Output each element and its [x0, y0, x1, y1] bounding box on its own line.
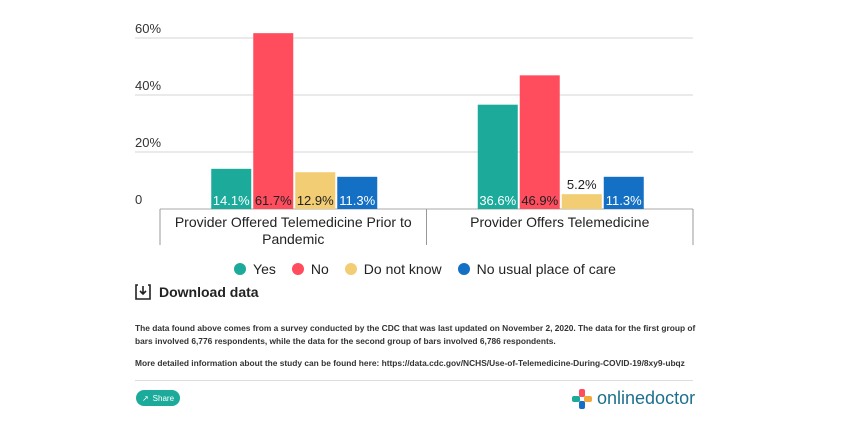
legend-label: Yes [253, 261, 276, 277]
legend-item: Yes [234, 261, 276, 277]
legend-swatch [457, 263, 470, 275]
data-label: 5.2% [567, 177, 597, 192]
legend-item: No [291, 261, 329, 277]
chart-legend: Yes No Do not know No usual place of care [0, 261, 850, 277]
legend-label: No [310, 261, 329, 277]
y-tick-label: 0 [135, 192, 142, 207]
legend-swatch [291, 263, 304, 275]
legend-label: No usual place of care [476, 261, 616, 277]
legend-label: Do not know [363, 261, 442, 277]
y-tick-label: 60% [135, 21, 161, 36]
data-label: 61.7% [255, 193, 292, 208]
bar-no [519, 75, 560, 210]
x-category-label: Provider Offered Telemedicine Prior to [175, 214, 412, 230]
chart-notes: The data found above comes from a survey… [135, 322, 715, 379]
legend-item: No usual place of care [457, 261, 616, 277]
bar-yes [477, 104, 518, 209]
legend-swatch [234, 263, 247, 275]
share-button[interactable]: ↗ Share [136, 390, 180, 406]
bar-no [253, 33, 294, 209]
y-tick-label: 40% [135, 78, 161, 93]
download-data-label: Download data [159, 284, 259, 300]
medical-cross-logo [572, 388, 592, 409]
data-label: 36.6% [479, 193, 516, 208]
download-icon [135, 284, 151, 300]
x-category-label: Provider Offers Telemedicine [470, 214, 649, 230]
data-label: 11.3% [339, 193, 375, 208]
bar-do-not-know [295, 172, 336, 209]
share-icon: ↗ [141, 393, 149, 403]
download-data-button[interactable]: Download data [135, 284, 259, 300]
notes-source-text: More detailed information about the stud… [135, 358, 685, 369]
x-category-label: Pandemic [262, 231, 324, 247]
data-label: 14.1% [213, 193, 250, 208]
data-label: 12.9% [297, 193, 334, 208]
data-label: 11.3% [606, 193, 642, 208]
data-label: 46.9% [521, 193, 558, 208]
notes-survey-text: The data found above comes from a survey… [135, 323, 696, 347]
brand-logo: onlinedoctor [572, 388, 695, 409]
bar-no-usual-place-of-care [603, 176, 644, 209]
legend-swatch [344, 263, 357, 275]
bar-yes [211, 168, 252, 209]
legend-item: Do not know [344, 261, 442, 277]
divider [135, 380, 693, 381]
share-label: Share [152, 393, 175, 403]
bar-no-usual-place-of-care [337, 176, 378, 209]
bar-do-not-know [561, 194, 602, 209]
bar-chart: 0 20% 40% 60% 14.1% 61.7% 12.9% 11.3% Provider O… [135, 21, 694, 247]
brand-name: onlinedoctor [597, 388, 696, 408]
y-tick-label: 20% [135, 135, 161, 150]
